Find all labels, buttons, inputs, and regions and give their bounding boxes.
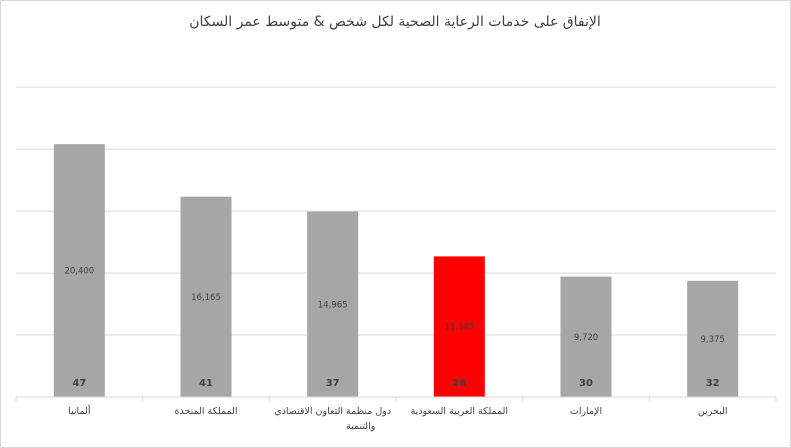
- bar: [560, 276, 612, 397]
- bar: [53, 144, 105, 397]
- age-value-label: 37: [326, 378, 340, 389]
- x-axis: ألمانيا المملكة المتحدة دول منظمة التعاون …: [15, 396, 777, 432]
- gridlines: [16, 86, 776, 336]
- category-label: الإمارات: [570, 406, 602, 417]
- category-label: دول منظمة التعاون الاقتصادي والتنمية: [274, 406, 391, 432]
- bar: [433, 256, 485, 397]
- chart-title: الإنفاق على خدمات الرعاية الصحية لكل شخص…: [189, 14, 601, 30]
- age-value-label: 30: [579, 378, 593, 389]
- category-label: البحرين: [698, 406, 728, 417]
- bar: [307, 211, 359, 397]
- data-labels: 20,400 47 16,165 41 14,965 37 11,345 28 9,720 30 9…: [64, 267, 724, 389]
- bars: [53, 144, 739, 397]
- age-value-label: 47: [72, 378, 86, 389]
- spending-value-label: 9,375: [700, 335, 724, 345]
- category-label: ألمانيا: [68, 404, 91, 417]
- age-value-label: 32: [706, 378, 720, 389]
- spending-value-label: 14,965: [318, 300, 348, 310]
- bar: [180, 196, 232, 397]
- spending-value-label: 11,345: [444, 323, 474, 333]
- spending-value-label: 20,400: [64, 267, 94, 277]
- spending-value-label: 16,165: [191, 293, 221, 303]
- bar: [687, 280, 739, 397]
- spending-value-label: 9,720: [574, 333, 598, 343]
- age-value-label: 41: [199, 378, 213, 389]
- category-label: المملكة العربية السعودية: [411, 406, 508, 417]
- category-label: المملكة المتحدة: [174, 406, 237, 417]
- age-value-label: 28: [452, 378, 466, 389]
